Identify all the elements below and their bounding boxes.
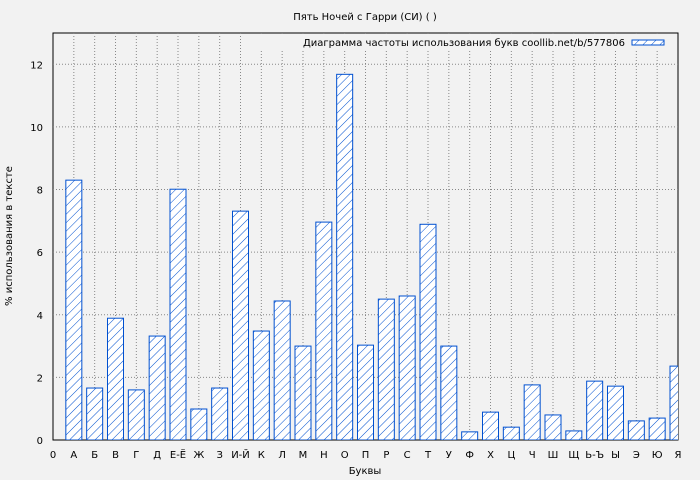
x-tick-label: О [341, 450, 349, 461]
x-tick-label: Ц [507, 450, 515, 461]
x-tick-label: Т [424, 450, 432, 461]
x-tick-label: С [404, 450, 411, 461]
y-tick-label: 0 [37, 436, 43, 447]
x-tick-label: Р [383, 450, 389, 461]
bar-Б [86, 387, 104, 440]
y-axis-label: % использования в тексте [4, 166, 15, 306]
x-tick-label: Л [278, 450, 286, 461]
x-tick-label: Б [91, 450, 98, 461]
y-tick-label: 4 [37, 311, 43, 322]
bar-Л [273, 300, 291, 440]
bar-Э [627, 420, 645, 440]
x-tick-label: Ж [193, 450, 204, 461]
bar-Щ [565, 430, 583, 440]
x-tick-label: А [70, 450, 77, 461]
bar-Р [377, 298, 395, 440]
bar-А [65, 179, 83, 440]
x-tick-label: Х [487, 450, 494, 461]
y-tick-label: 12 [30, 60, 43, 71]
bar-К [252, 330, 270, 440]
bar-В [107, 317, 124, 440]
x-tick-label: И-Й [231, 448, 250, 461]
bar-Ф [461, 431, 479, 440]
y-tick-label: 10 [30, 123, 43, 134]
x-tick-label: У [446, 450, 452, 461]
x-tick-label: З [216, 450, 222, 461]
bar-Н [315, 221, 333, 440]
bar-М [294, 345, 312, 440]
x-tick-labels: 0 А Б В Г Д Е-Ё Ж З И-Й К Л М Н О П Р С Т У Ф Х Ц Ч Ш Щ Ь-Ъ Ы Э Ю Я [50, 448, 682, 461]
x-tick-label: Ф [465, 450, 474, 461]
bar-З [211, 387, 229, 440]
bar-Ц [502, 426, 520, 440]
x-tick-label: Щ [568, 450, 579, 461]
bar-Я [669, 365, 678, 440]
x-axis-label: Буквы [349, 466, 382, 477]
x-tick-label: М [299, 450, 308, 461]
bar-Ь-Ъ [586, 380, 604, 440]
bar-Ы [607, 385, 624, 440]
x-tick-label: Э [633, 450, 640, 461]
legend-label: Диаграмма частоты использования букв coo… [303, 38, 625, 49]
bar-С [398, 295, 416, 440]
x-tick-label: Я [675, 450, 682, 461]
x-tick-label: Г [133, 450, 139, 461]
bar-Т [419, 223, 437, 440]
y-tick-label: 6 [37, 248, 43, 259]
y-tick-labels: 0 2 4 6 8 10 12 [30, 60, 43, 447]
bar-Ж [190, 408, 208, 440]
bar-Ч [523, 384, 541, 440]
bar-Д [148, 335, 166, 440]
bar-Ш [544, 414, 562, 440]
x-tick-label: П [362, 450, 370, 461]
x-tick-label: Е-Ё [170, 448, 186, 461]
y-tick-label: 8 [37, 186, 43, 197]
x-tick-label: К [258, 450, 265, 461]
x-tick-label: Ь-Ъ [585, 450, 604, 461]
bar-П [357, 344, 374, 440]
x-tick-label: Д [153, 450, 161, 461]
bar-Ю [648, 417, 666, 440]
bar-О [336, 73, 354, 440]
chart-title: Пять Ночей с Гарри (СИ) ( ) [293, 12, 437, 23]
x-tick-label: В [112, 450, 119, 461]
x-tick-label: Ы [611, 450, 620, 461]
x-tick-label: Н [320, 450, 328, 461]
y-tick-label: 2 [37, 373, 43, 384]
legend-box [241, 34, 677, 50]
bar-Е-Ё [169, 188, 187, 440]
bar-Г [127, 389, 145, 440]
legend-swatch [631, 39, 665, 46]
x-tick-label: 0 [50, 450, 56, 461]
x-tick-label: Ч [529, 450, 536, 461]
bar-У [440, 345, 458, 440]
bars [65, 73, 678, 440]
x-tick-label: Ш [548, 450, 559, 461]
bar-И-Й [232, 210, 249, 440]
bar-Х [482, 411, 499, 440]
x-tick-label: Ю [652, 450, 663, 461]
